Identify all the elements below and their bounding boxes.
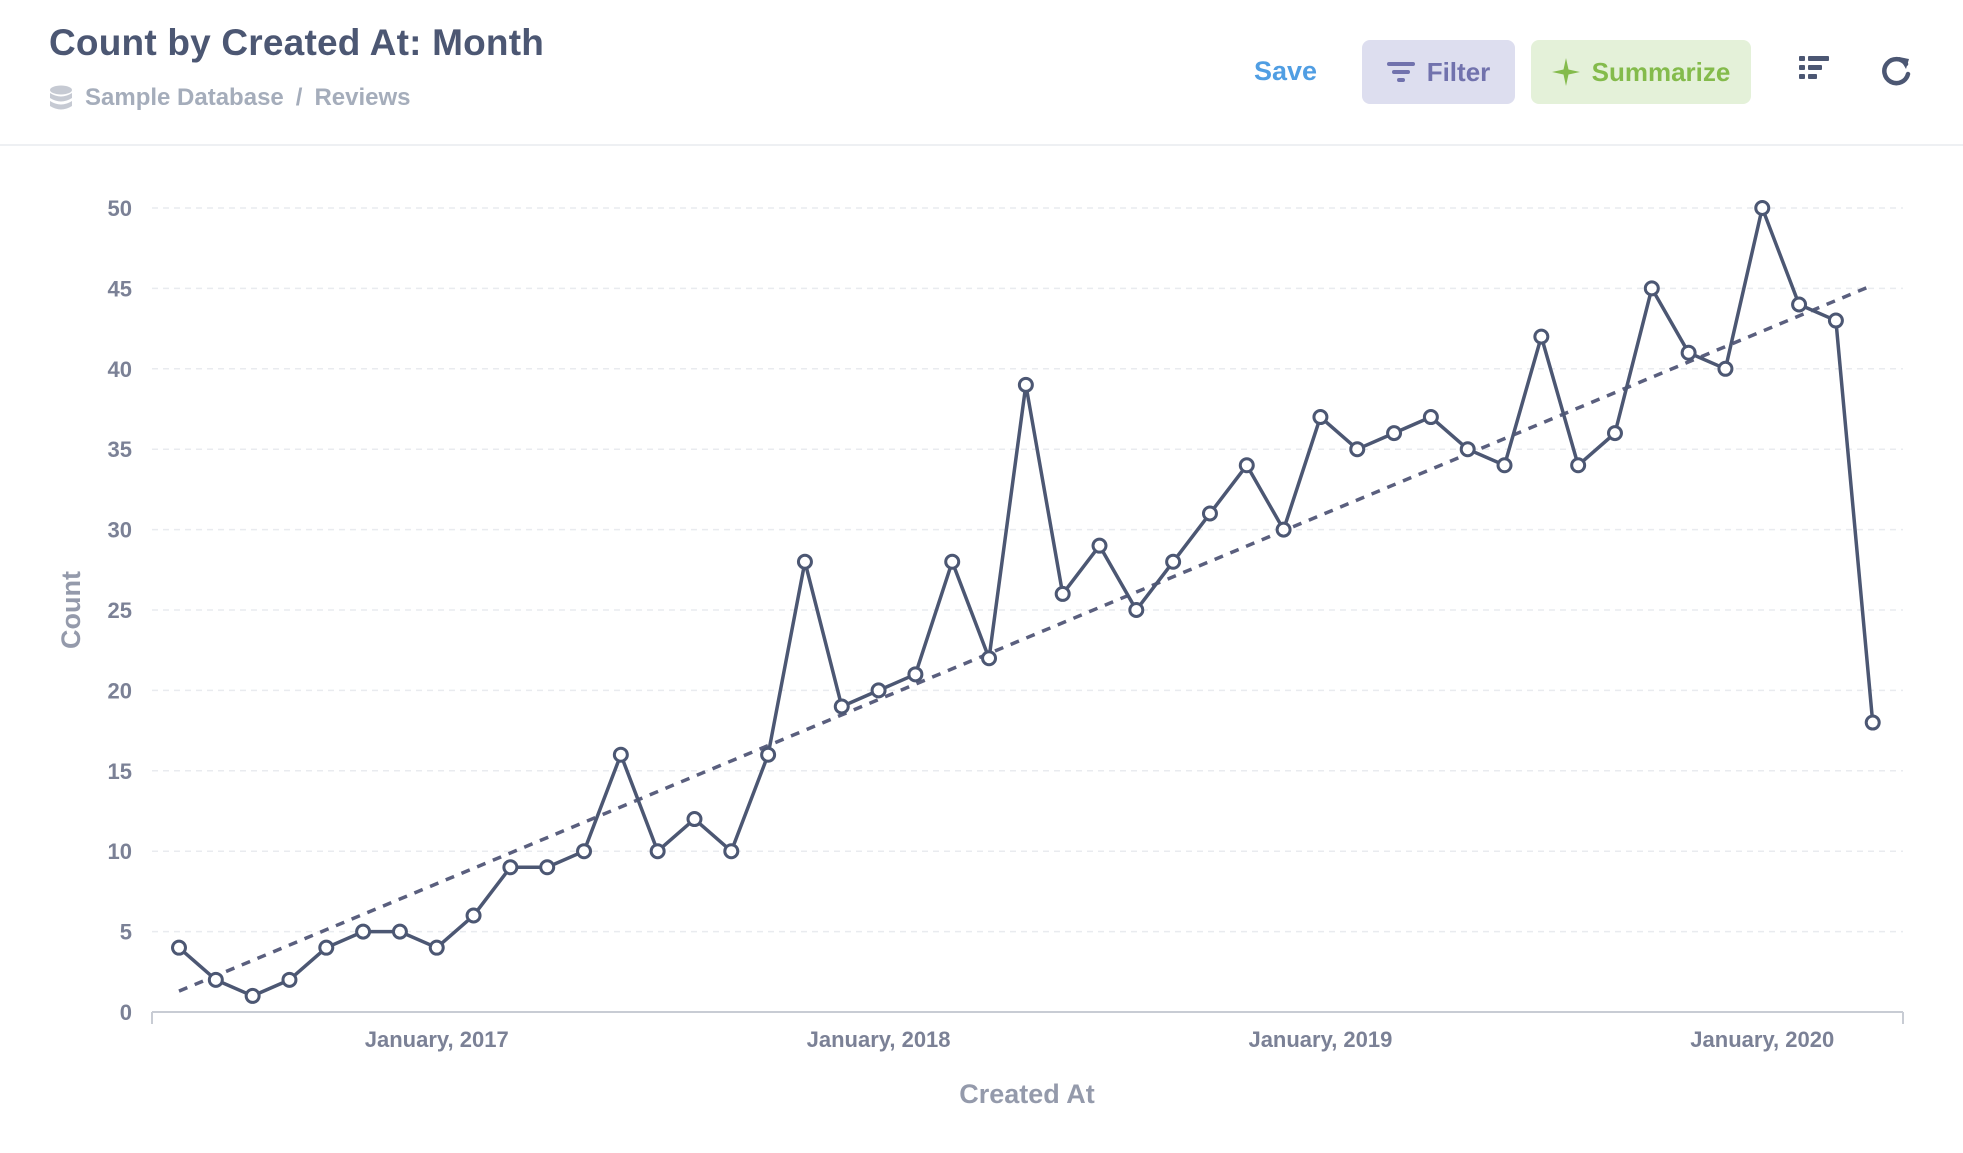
y-tick-label: 45 [108, 276, 132, 301]
x-tick-label: January, 2018 [807, 1027, 951, 1052]
data-point [723, 843, 740, 860]
data-point [1386, 425, 1403, 442]
data-point [796, 553, 813, 570]
data-point [281, 971, 298, 988]
y-tick-label: 50 [108, 196, 132, 221]
y-tick-label: 5 [120, 920, 132, 945]
breadcrumb-table[interactable]: Reviews [314, 84, 411, 111]
filter-button[interactable]: Filter [1362, 40, 1515, 104]
filter-button-label: Filter [1426, 56, 1491, 87]
x-tick-label: January, 2019 [1248, 1027, 1392, 1052]
data-point [1533, 328, 1550, 345]
data-point [686, 811, 703, 828]
x-tick-label: January, 2020 [1690, 1027, 1834, 1052]
data-point [870, 682, 887, 699]
data-point [1312, 409, 1329, 426]
question-header: Count by Created At: Month Sample Databa… [0, 0, 1963, 146]
filter-icon [1386, 62, 1415, 82]
data-point [1017, 376, 1034, 393]
series-line [177, 206, 1875, 998]
list-icon[interactable] [1799, 54, 1829, 82]
y-tick-label: 40 [108, 357, 132, 382]
x-tick-label: January, 2017 [365, 1027, 509, 1052]
data-point [760, 746, 777, 763]
data-point [576, 843, 593, 860]
y-tick-label: 30 [108, 518, 132, 543]
y-axis-title: Count [56, 571, 86, 649]
data-point [318, 939, 335, 956]
data-point [1496, 457, 1513, 474]
y-tick-label: 20 [108, 678, 132, 703]
data-point [1606, 425, 1623, 442]
data-point [1054, 585, 1071, 602]
summarize-button[interactable]: Summarize [1531, 40, 1751, 104]
data-point [1827, 312, 1844, 329]
data-point [428, 939, 445, 956]
data-point [207, 971, 224, 988]
data-point [539, 859, 556, 876]
line-chart: 0 5 10 15 20 25 30 35 40 45 50 January, 2017 January… [56, 196, 1904, 1109]
y-tick-label: 15 [108, 759, 132, 784]
breadcrumb-separator: / [295, 84, 303, 111]
data-point [355, 923, 372, 940]
data-point [1864, 714, 1881, 731]
data-point [1717, 360, 1734, 377]
data-point [1238, 457, 1255, 474]
data-point [1091, 537, 1108, 554]
data-point [649, 843, 666, 860]
data-point [981, 650, 998, 667]
page-title: Count by Created At: Month [49, 22, 545, 63]
y-tick-label: 25 [108, 598, 132, 623]
x-axis-title: Created At [959, 1079, 1095, 1109]
summarize-button-label: Summarize [1591, 56, 1731, 87]
refresh-icon[interactable] [1880, 54, 1912, 88]
series-line-group [177, 206, 1875, 998]
axes: 0 5 10 15 20 25 30 35 40 45 50 January, 2017 January… [108, 196, 1904, 1052]
database-icon [50, 85, 72, 110]
save-button[interactable]: Save [1254, 56, 1318, 86]
data-point [1275, 521, 1292, 538]
data-point [944, 553, 961, 570]
data-point [502, 859, 519, 876]
data-points [171, 200, 1881, 1004]
data-point [1459, 441, 1476, 458]
sparkle-icon [1551, 58, 1580, 86]
data-point [1128, 602, 1145, 618]
grid-lines [152, 207, 1903, 933]
data-point [465, 907, 482, 924]
data-point [907, 666, 924, 683]
data-point [244, 987, 261, 1004]
breadcrumb: Sample Database / Reviews [49, 83, 411, 113]
data-point [1165, 553, 1182, 570]
data-point [1570, 457, 1587, 474]
data-point [1754, 200, 1771, 216]
data-point [1201, 505, 1218, 522]
y-tick-label: 0 [120, 1000, 132, 1025]
data-point [391, 923, 408, 940]
y-tick-label: 10 [108, 839, 132, 864]
data-point [833, 698, 850, 715]
data-point [1422, 409, 1439, 426]
data-point [1680, 344, 1697, 361]
breadcrumb-database[interactable]: Sample Database [85, 84, 284, 111]
data-point [1643, 280, 1660, 297]
data-point [171, 939, 187, 956]
data-point [1791, 296, 1808, 313]
data-point [612, 746, 629, 763]
data-point [1349, 441, 1366, 458]
y-tick-label: 35 [108, 437, 132, 462]
